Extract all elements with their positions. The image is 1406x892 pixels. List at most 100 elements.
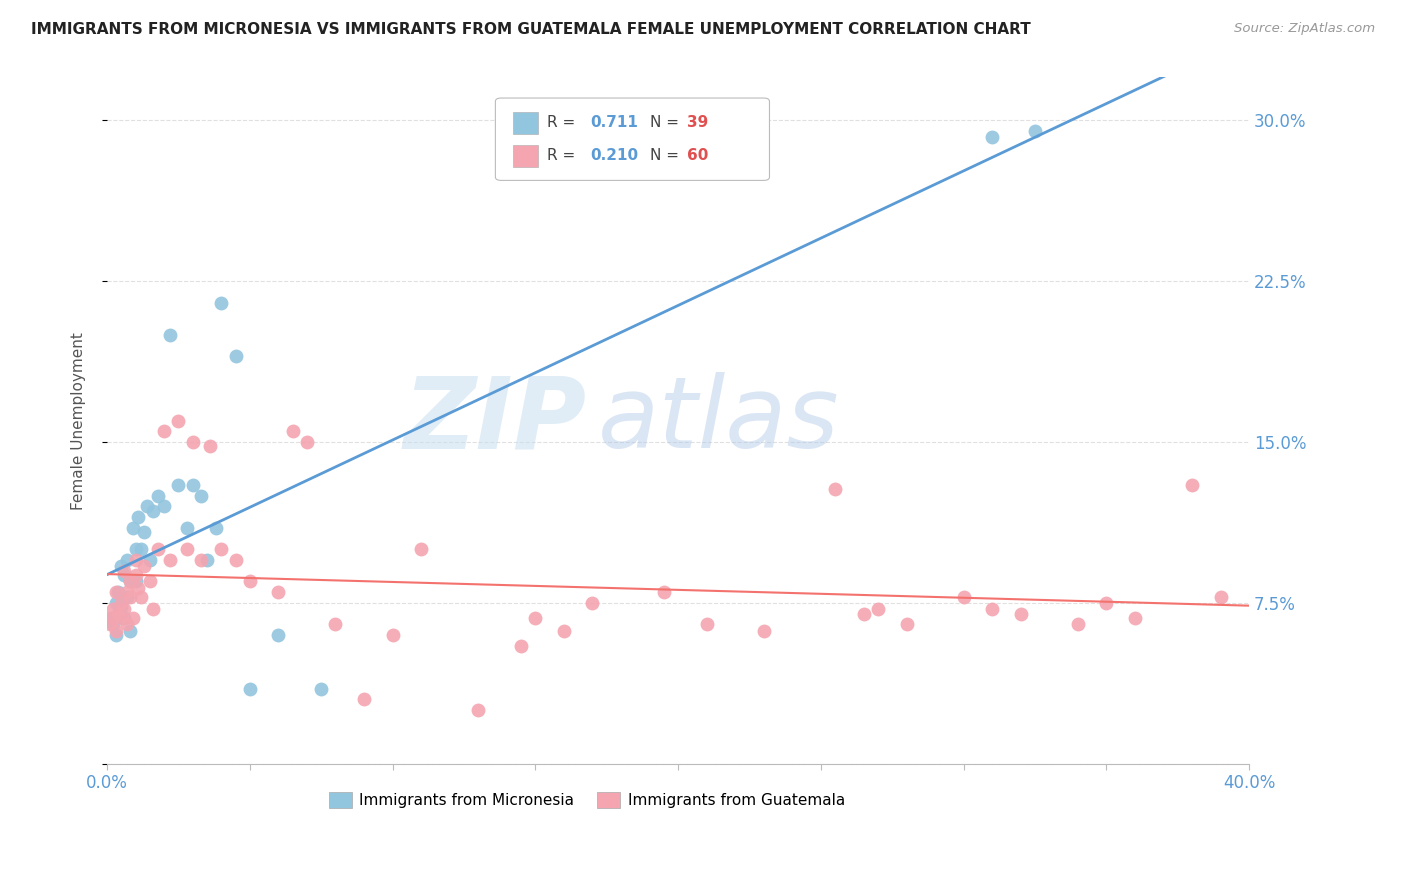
Point bbox=[195, 553, 218, 567]
Point bbox=[148, 542, 170, 557]
Point bbox=[190, 489, 212, 503]
FancyBboxPatch shape bbox=[513, 112, 537, 134]
Point bbox=[110, 596, 132, 610]
Point bbox=[652, 585, 675, 599]
Point bbox=[104, 624, 127, 638]
Text: N =: N = bbox=[650, 148, 683, 163]
Text: R =: R = bbox=[547, 148, 579, 163]
Point bbox=[1123, 611, 1146, 625]
Point bbox=[118, 574, 141, 589]
Point bbox=[115, 553, 138, 567]
Point bbox=[866, 602, 889, 616]
Point bbox=[121, 611, 143, 625]
Legend: Immigrants from Micronesia, Immigrants from Guatemala: Immigrants from Micronesia, Immigrants f… bbox=[322, 787, 851, 814]
Point bbox=[353, 692, 375, 706]
Point bbox=[104, 628, 127, 642]
FancyBboxPatch shape bbox=[495, 98, 769, 180]
Point bbox=[104, 585, 127, 599]
Point bbox=[112, 611, 135, 625]
Text: 0.711: 0.711 bbox=[591, 115, 638, 130]
Point bbox=[381, 628, 404, 642]
Point bbox=[101, 617, 124, 632]
Point bbox=[110, 559, 132, 574]
Point bbox=[1095, 596, 1118, 610]
Point bbox=[131, 542, 153, 557]
Text: 0.210: 0.210 bbox=[591, 148, 638, 163]
Point bbox=[176, 542, 198, 557]
Point bbox=[124, 542, 146, 557]
Point bbox=[325, 617, 347, 632]
Point bbox=[124, 568, 146, 582]
Point bbox=[510, 639, 533, 653]
Point bbox=[167, 414, 190, 428]
Point bbox=[107, 607, 129, 621]
Point bbox=[112, 568, 135, 582]
Point bbox=[181, 435, 204, 450]
Point bbox=[281, 425, 304, 439]
FancyBboxPatch shape bbox=[513, 145, 537, 167]
Point bbox=[209, 295, 232, 310]
Point bbox=[1181, 478, 1204, 492]
Point bbox=[824, 483, 846, 497]
Text: atlas: atlas bbox=[598, 372, 839, 469]
Point bbox=[524, 611, 547, 625]
Text: 60: 60 bbox=[688, 148, 709, 163]
Point bbox=[104, 596, 127, 610]
Point bbox=[115, 585, 138, 599]
Point bbox=[110, 600, 132, 615]
Point bbox=[852, 607, 875, 621]
Point bbox=[153, 425, 176, 439]
Point bbox=[118, 574, 141, 589]
Point bbox=[411, 542, 433, 557]
Point bbox=[127, 581, 149, 595]
Point bbox=[124, 553, 146, 567]
Point bbox=[176, 521, 198, 535]
Point bbox=[139, 553, 162, 567]
Text: IMMIGRANTS FROM MICRONESIA VS IMMIGRANTS FROM GUATEMALA FEMALE UNEMPLOYMENT CORR: IMMIGRANTS FROM MICRONESIA VS IMMIGRANTS… bbox=[31, 22, 1031, 37]
Point bbox=[124, 574, 146, 589]
Text: N =: N = bbox=[650, 115, 683, 130]
Point bbox=[1010, 607, 1032, 621]
Point bbox=[167, 478, 190, 492]
Point bbox=[118, 624, 141, 638]
Point bbox=[198, 439, 221, 453]
Text: R =: R = bbox=[547, 115, 579, 130]
Text: 39: 39 bbox=[688, 115, 709, 130]
Point bbox=[136, 500, 159, 514]
Point bbox=[952, 590, 974, 604]
Point bbox=[121, 521, 143, 535]
Point bbox=[553, 624, 575, 638]
Point bbox=[139, 574, 162, 589]
Point bbox=[696, 617, 718, 632]
Point bbox=[142, 504, 165, 518]
Point bbox=[581, 596, 603, 610]
Point bbox=[98, 611, 121, 625]
Point bbox=[309, 681, 332, 696]
Text: Source: ZipAtlas.com: Source: ZipAtlas.com bbox=[1234, 22, 1375, 36]
Point bbox=[134, 559, 156, 574]
Point bbox=[267, 628, 290, 642]
Point bbox=[112, 564, 135, 578]
Point bbox=[190, 553, 212, 567]
Point bbox=[115, 617, 138, 632]
Point bbox=[467, 703, 489, 717]
Point bbox=[115, 590, 138, 604]
Point bbox=[1209, 590, 1232, 604]
Point bbox=[118, 590, 141, 604]
Y-axis label: Female Unemployment: Female Unemployment bbox=[72, 332, 86, 509]
Point bbox=[981, 130, 1004, 145]
Point bbox=[209, 542, 232, 557]
Point bbox=[1024, 124, 1046, 138]
Text: ZIP: ZIP bbox=[404, 372, 586, 469]
Point bbox=[110, 611, 132, 625]
Point bbox=[239, 681, 262, 696]
Point bbox=[896, 617, 918, 632]
Point bbox=[181, 478, 204, 492]
Point bbox=[225, 349, 247, 363]
Point bbox=[153, 500, 176, 514]
Point bbox=[159, 327, 181, 342]
Point bbox=[295, 435, 318, 450]
Point bbox=[142, 602, 165, 616]
Point bbox=[101, 602, 124, 616]
Point bbox=[98, 617, 121, 632]
